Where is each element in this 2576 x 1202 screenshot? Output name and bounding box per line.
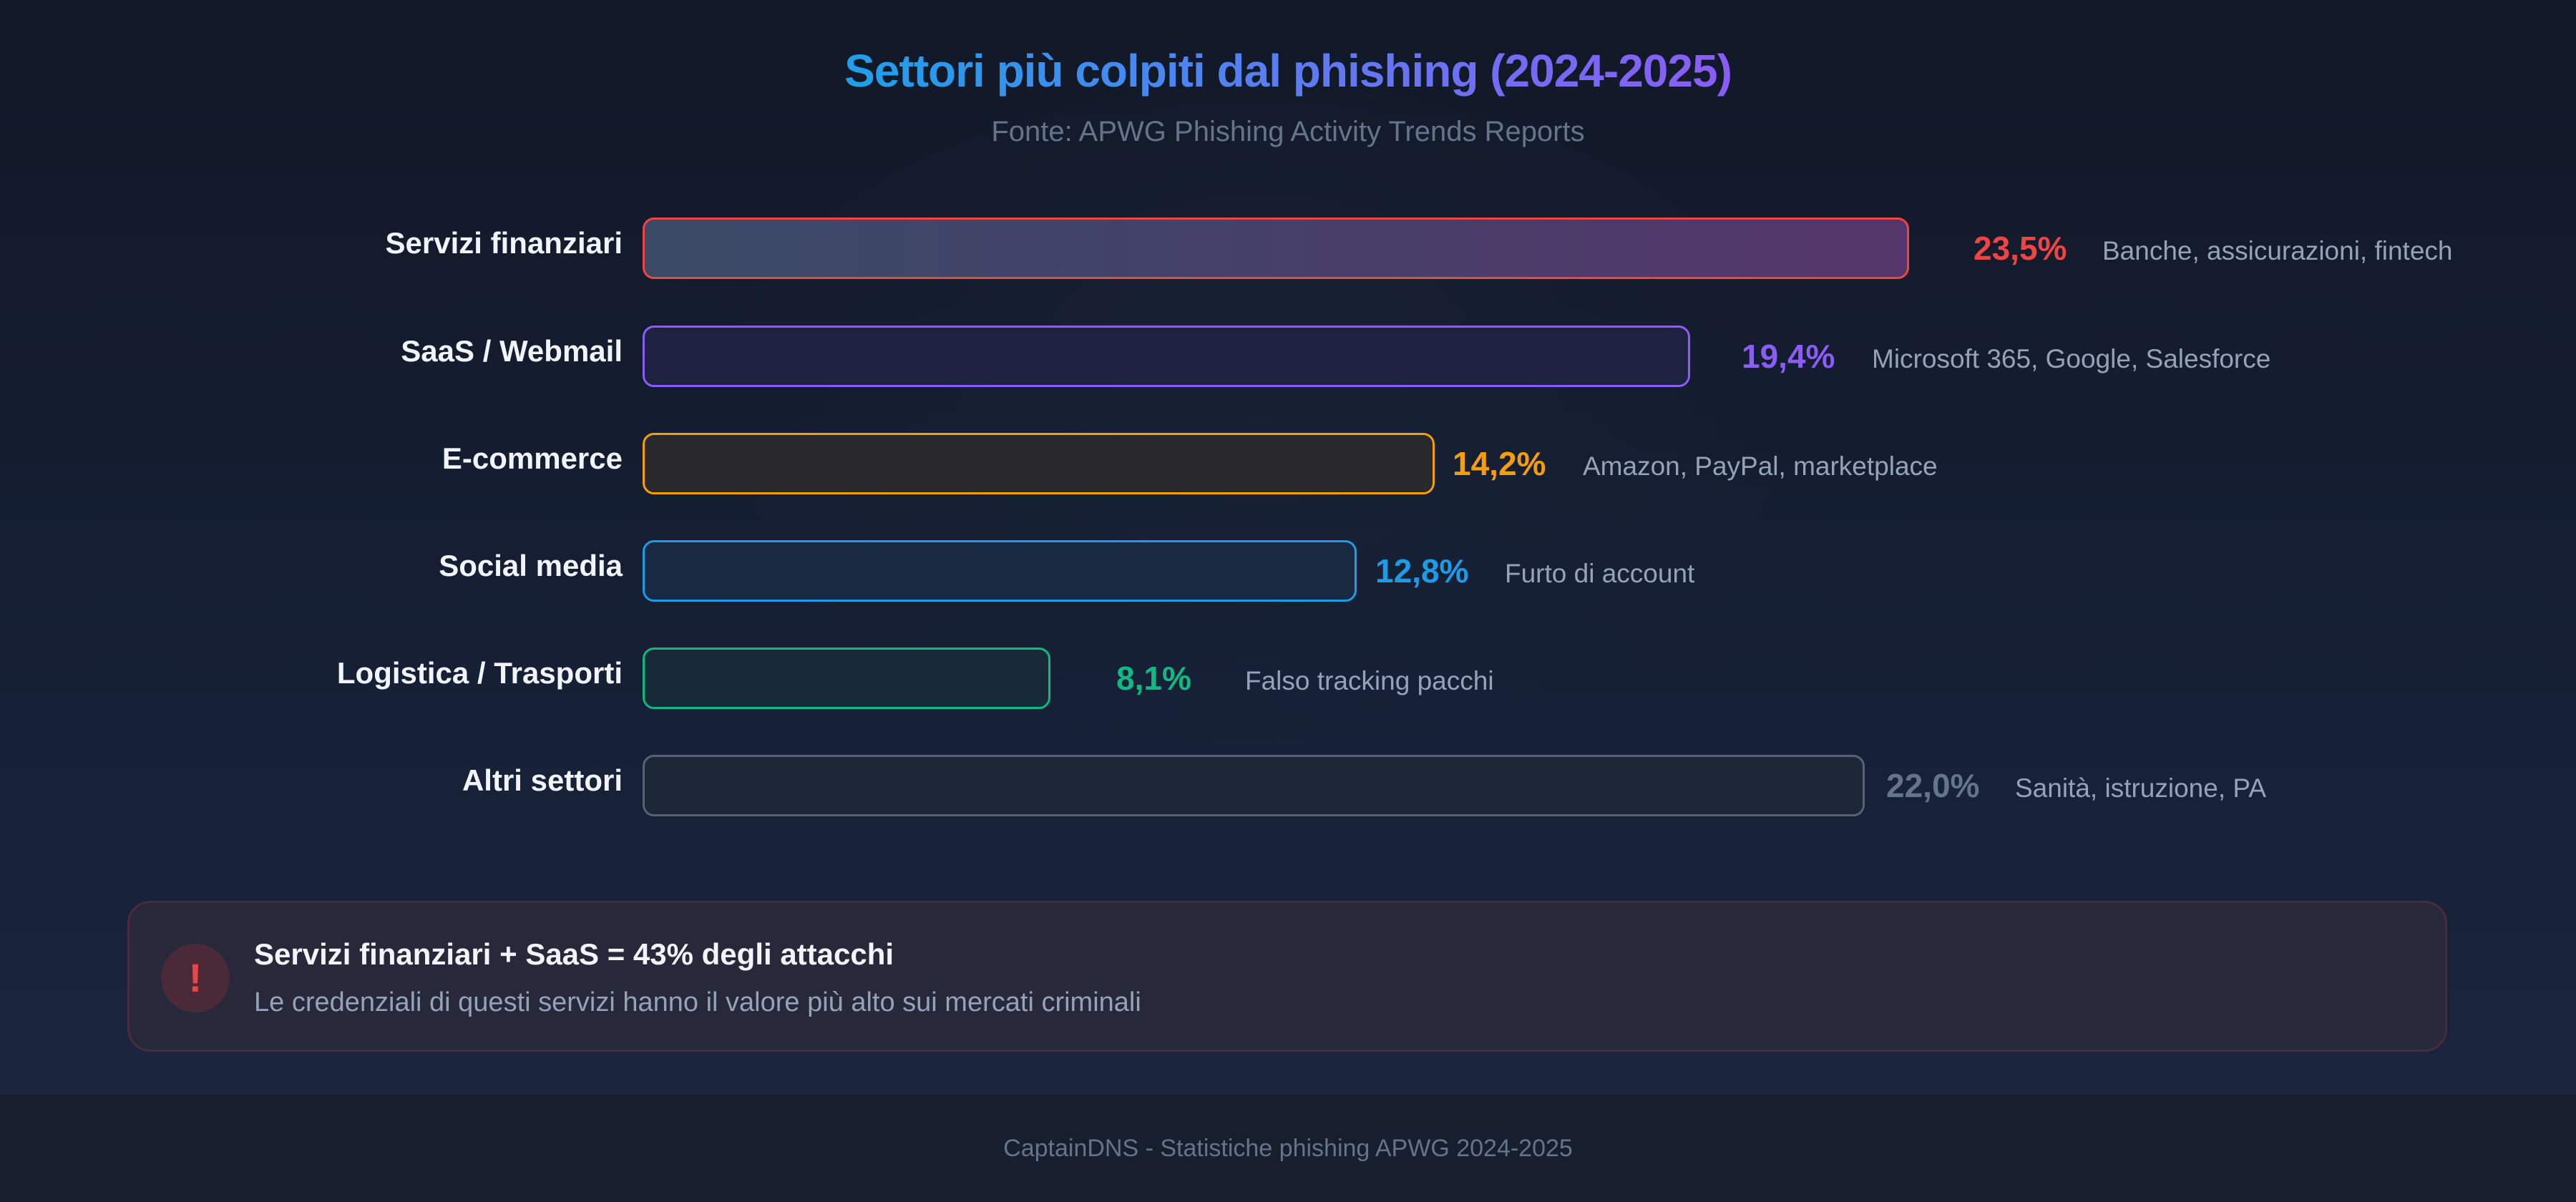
footer: CaptainDNS - Statistiche phishing APWG 2… bbox=[0, 1095, 2576, 1202]
bar bbox=[643, 540, 1357, 602]
chart-subtitle: Fonte: APWG Phishing Activity Trends Rep… bbox=[991, 116, 1585, 147]
bar-value: 14,2% bbox=[1453, 445, 1546, 482]
bar-description: Amazon, PayPal, marketplace bbox=[1583, 451, 1938, 481]
bar-row-logistica-trasporti: Logistica / Trasporti 8,1% Falso trackin… bbox=[0, 648, 2576, 709]
bar-row-e-commerce: E-commerce 14,2% Amazon, PayPal, marketp… bbox=[0, 433, 2576, 494]
bar bbox=[643, 648, 1050, 709]
bar-value: 19,4% bbox=[1742, 338, 1835, 375]
footer-credit: CaptainDNS - Statistiche phishing APWG 2… bbox=[1003, 1135, 1573, 1162]
bar-label: E-commerce bbox=[441, 441, 623, 475]
bar-description: Microsoft 365, Google, Salesforce bbox=[1872, 344, 2271, 373]
bar-label: Servizi finanziari bbox=[385, 226, 623, 260]
bar-value: 23,5% bbox=[1974, 230, 2067, 267]
bar-row-servizi-finanziari: Servizi finanziari 23,5% Banche, assicur… bbox=[0, 218, 2576, 279]
bar-label: SaaS / Webmail bbox=[401, 334, 623, 368]
insight-callout: ! Servizi finanziari + SaaS = 43% degli … bbox=[127, 901, 2447, 1052]
bar-value: 22,0% bbox=[1886, 767, 1980, 804]
bar-label: Altri settori bbox=[462, 763, 623, 797]
bar-row-altri-settori: Altri settori 22,0% Sanità, istruzione, … bbox=[0, 755, 2576, 816]
bar-row-saas-webmail: SaaS / Webmail 19,4% Microsoft 365, Goog… bbox=[0, 326, 2576, 387]
bar-label: Logistica / Trasporti bbox=[336, 656, 623, 690]
bar bbox=[643, 433, 1435, 494]
bar-label: Social media bbox=[439, 549, 623, 582]
exclamation-icon: ! bbox=[161, 944, 230, 1012]
bar-value: 8,1% bbox=[1116, 660, 1191, 697]
bar bbox=[643, 326, 1690, 387]
bar bbox=[643, 755, 1865, 816]
bar-description: Furto di account bbox=[1505, 559, 1695, 588]
callout-title: Servizi finanziari + SaaS = 43% degli at… bbox=[254, 937, 894, 971]
bar-description: Banche, assicurazioni, fintech bbox=[2102, 236, 2453, 265]
bar-description: Sanità, istruzione, PA bbox=[2015, 773, 2266, 803]
bar-row-social-media: Social media 12,8% Furto di account bbox=[0, 540, 2576, 602]
callout-text: Le credenziali di questi servizi hanno i… bbox=[254, 987, 1141, 1017]
bar-description: Falso tracking pacchi bbox=[1245, 666, 1494, 695]
bar bbox=[643, 218, 1909, 279]
bar-value: 12,8% bbox=[1375, 552, 1469, 590]
chart-title: Settori più colpiti dal phishing (2024-2… bbox=[844, 45, 1732, 97]
